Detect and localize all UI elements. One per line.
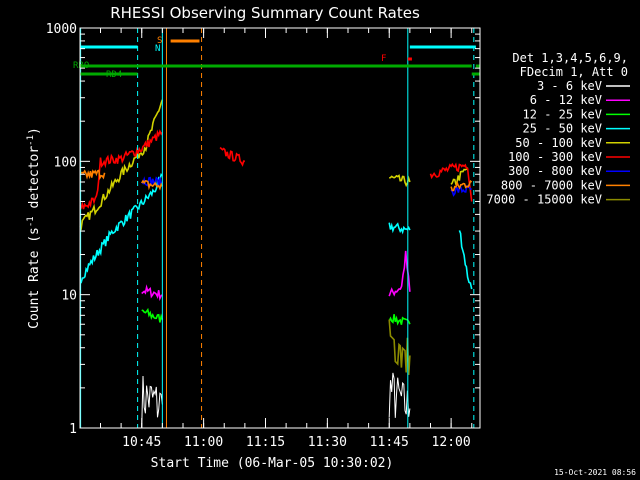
y-axis-label-end: ) (27, 127, 42, 135)
series-line-25-50-kev (79, 172, 163, 284)
series-800-7000-kev (79, 169, 473, 192)
legend-header-decimation: FDecim 1, Att 0 (520, 65, 628, 79)
chart-title: RHESSI Observing Summary Count Rates (110, 4, 420, 22)
legend-entry-3-6-kev: 3 - 6 keV (537, 79, 630, 93)
legend-label-100-300-kev: 100 - 300 keV (508, 150, 602, 164)
series-line-100-300-kev (219, 146, 246, 167)
flag-s: S (157, 36, 200, 46)
series-7000-15000-kev (388, 319, 411, 375)
y-axis-label-tail: detector (27, 146, 42, 217)
series-25-50-kev (79, 172, 473, 290)
legend-label-25-50-kev: 25 - 50 keV (523, 122, 602, 136)
x-tick-label-11-00: 11:00 (184, 435, 223, 450)
axis-layer: 1 10 100 1000 10:45 11:00 11:15 11:30 11:45 12:00 (46, 22, 481, 450)
legend-entry-800-7000-kev: 800 - 7000 keV (501, 178, 630, 192)
series-line-50-100-kev (79, 99, 164, 231)
legend-label-3-6-kev: 3 - 6 keV (537, 79, 602, 93)
flag-label-rd4: RD4 (106, 70, 122, 80)
y-tick-label-1: 1 (69, 422, 77, 437)
series-50-100-kev (79, 99, 469, 231)
series-12-25-kev (141, 307, 411, 326)
legend-label-12-25-kev: 12 - 25 keV (523, 107, 602, 121)
series-line-3-6-kev (388, 372, 411, 418)
series-line-12-25-kev (388, 314, 411, 326)
legend-entry-100-300-kev: 100 - 300 keV (508, 150, 630, 164)
legend-label-300-800-kev: 300 - 800 keV (508, 164, 602, 178)
flag-label-n: N (155, 44, 160, 54)
series-6-12-kev (141, 250, 411, 302)
flag-rd4: RD4 (80, 70, 480, 80)
series-line-100-300-kev (429, 162, 473, 202)
timestamp: 15-Oct-2021 08:56 (554, 468, 636, 477)
y-tick-label-100: 100 (54, 155, 77, 170)
x-tick-label-10-45: 10:45 (122, 435, 161, 450)
series-line-50-100-kev (450, 166, 469, 186)
legend-entry-25-50-kev: 25 - 50 keV (523, 122, 630, 136)
series-line-6-12-kev (141, 284, 163, 302)
legend-label-7000-15000-kev: 7000 - 15000 keV (486, 193, 602, 207)
legend-entry-50-100-kev: 50 - 100 keV (515, 136, 630, 150)
legend-entry-300-800-kev: 300 - 800 keV (508, 164, 630, 178)
series-line-6-12-kev (388, 250, 411, 297)
series-line-800-7000-kev (79, 169, 106, 181)
series-3-6-kev (141, 372, 411, 429)
x-tick-label-12-00: 12:00 (432, 435, 471, 450)
x-tick-label-11-45: 11:45 (370, 435, 409, 450)
series-line-50-100-kev (388, 174, 411, 188)
x-tick-label-11-30: 11:30 (308, 435, 347, 450)
flag-f: F (381, 54, 412, 64)
series-line-25-50-kev (458, 230, 473, 290)
plot-frame (79, 27, 481, 429)
series-line-25-50-kev (388, 222, 411, 235)
series-line-3-6-kev (141, 375, 163, 429)
series-line-12-25-kev (141, 307, 164, 323)
data-layer (79, 99, 473, 429)
y-tick-label-1000: 1000 (46, 22, 77, 37)
x-axis-label: Start Time (06-Mar-05 10:30:02) (151, 456, 394, 471)
legend-entry-12-25-kev: 12 - 25 keV (523, 107, 630, 121)
x-tick-label-11-15: 11:15 (246, 435, 285, 450)
y-axis-label-main: Count Rate (s (27, 227, 42, 329)
flag-layer: RBO RD4 NS F (73, 28, 480, 428)
flag-n: N (80, 44, 476, 54)
legend-label-6-12-kev: 6 - 12 keV (530, 93, 602, 107)
flag-label-f: F (381, 54, 386, 64)
series-line-800-7000-kev (450, 179, 473, 192)
y-axis-label-exp2: -1 (26, 135, 36, 146)
flag-label-s: S (157, 36, 162, 46)
legend-label-800-7000-kev: 800 - 7000 keV (501, 178, 602, 192)
y-tick-label-10: 10 (61, 289, 77, 304)
legend-entry-7000-15000-kev: 7000 - 15000 keV (486, 193, 630, 207)
flag-label-rbo: RBO (73, 61, 89, 71)
y-axis-label-exp1: -1 (26, 216, 36, 227)
series-line-7000-15000-kev (388, 319, 411, 375)
y-axis-label: Count Rate (s-1 detector-1) (26, 127, 42, 329)
legend-entry-6-12-kev: 6 - 12 keV (530, 93, 630, 107)
series-line-800-7000-kev (141, 179, 164, 191)
legend-label-50-100-kev: 50 - 100 keV (515, 136, 602, 150)
series-100-300-kev (79, 129, 473, 210)
flag-rbo: RBO (73, 61, 480, 71)
legend-header-detectors: Det 1,3,4,5,6,9, (512, 51, 628, 65)
series-line-100-300-kev (79, 129, 164, 210)
